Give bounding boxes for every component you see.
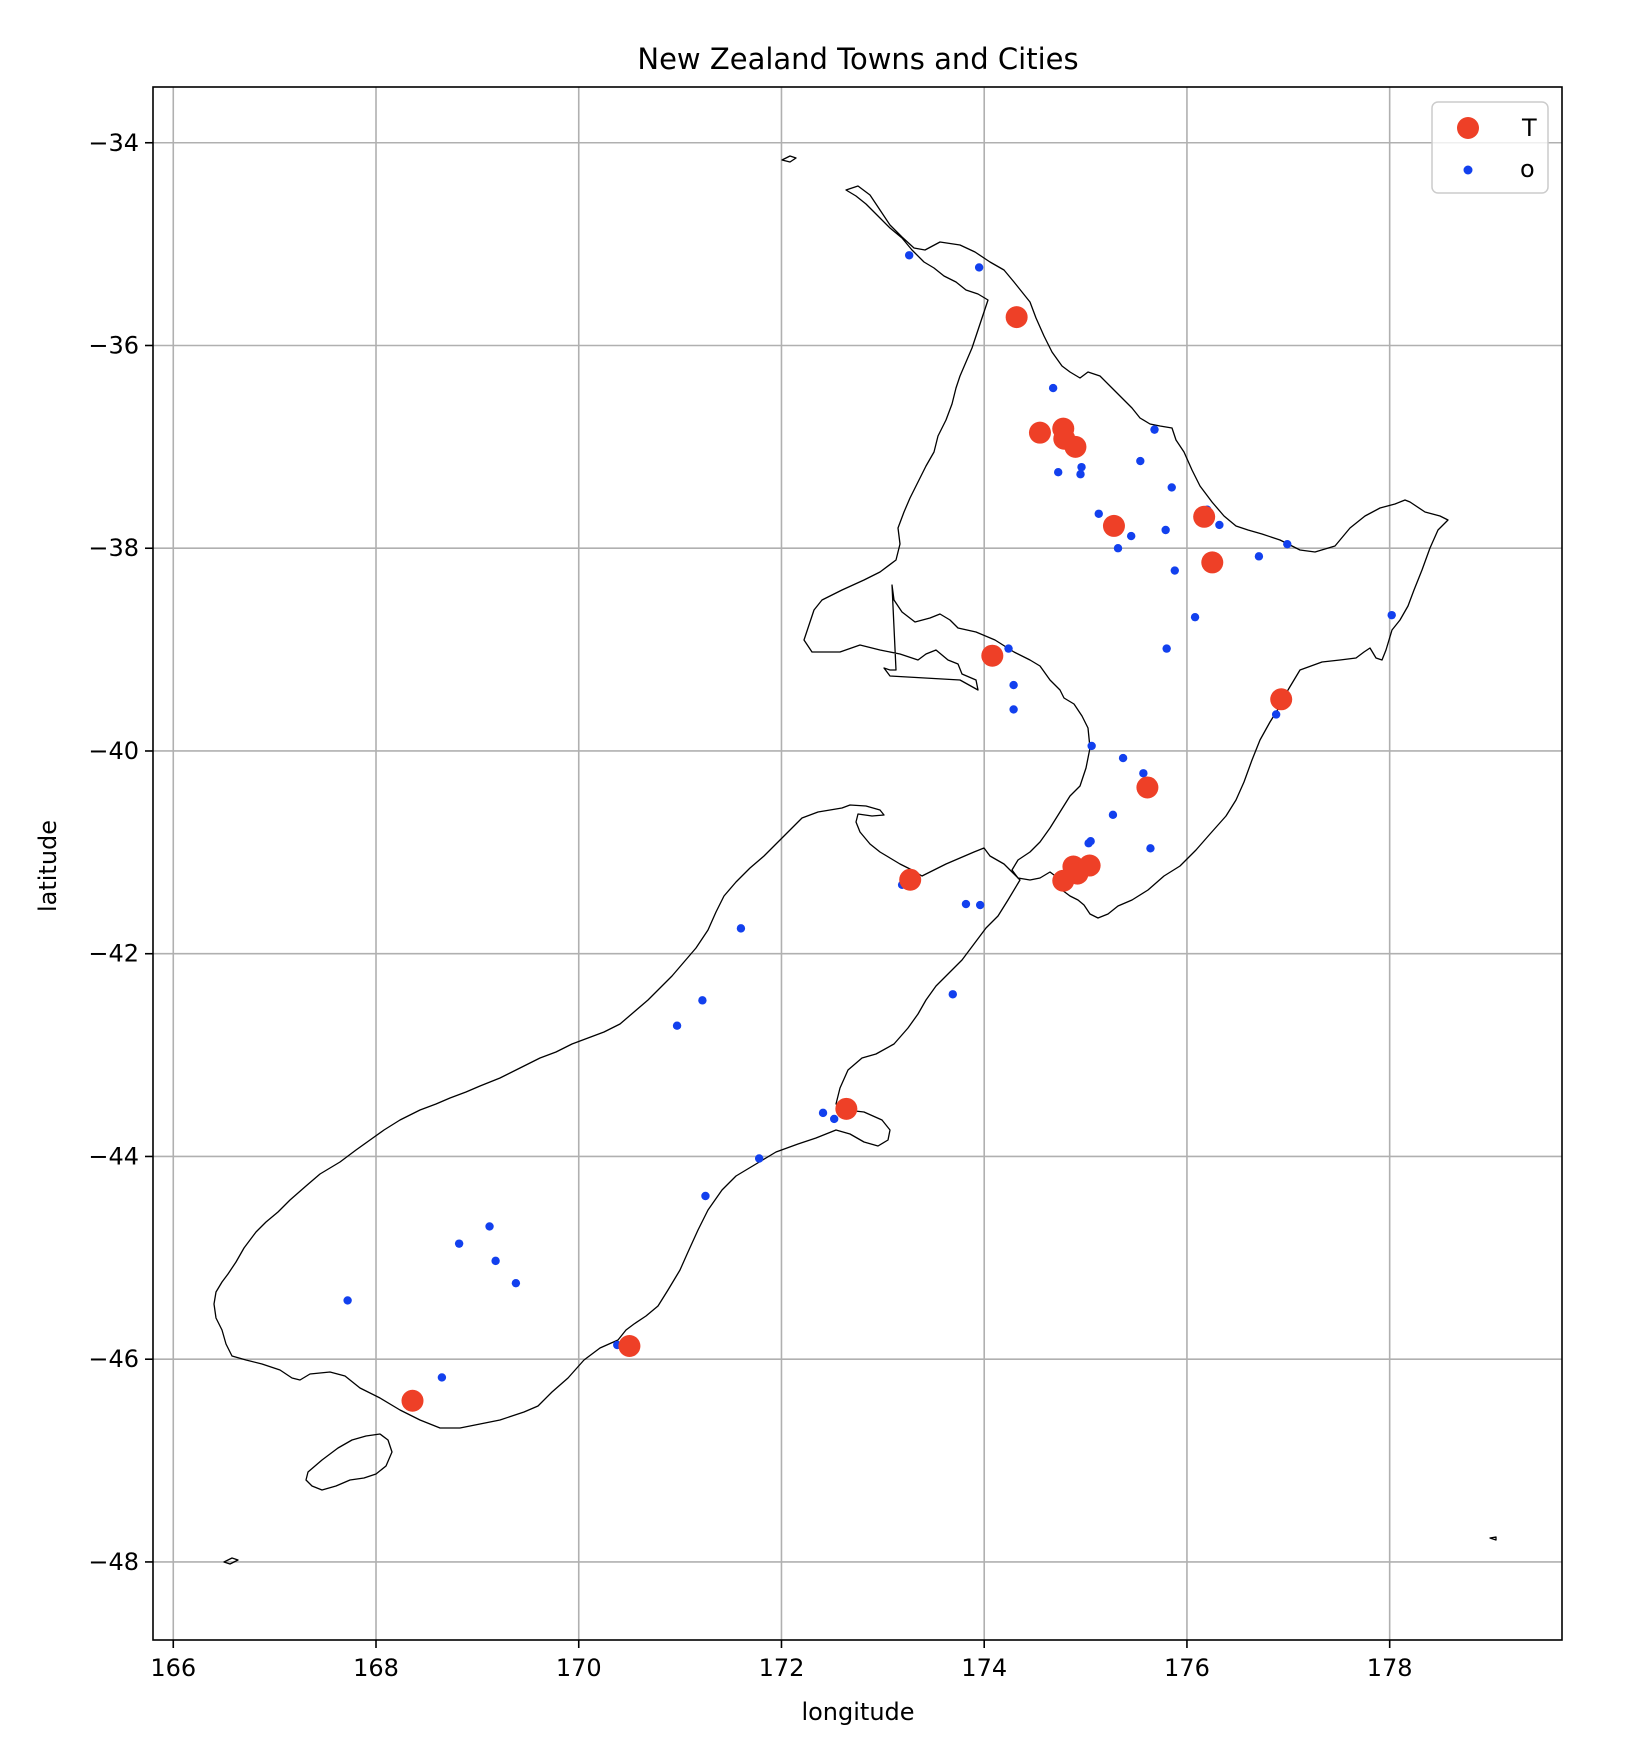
point-o: [1076, 470, 1085, 479]
legend-marker-o: [1463, 165, 1473, 175]
point-o: [1118, 753, 1128, 763]
point-o: [1048, 383, 1058, 393]
x-tick-label: 178: [1367, 1654, 1413, 1682]
point-o: [511, 1278, 521, 1288]
y-tick-label: −46: [88, 1345, 139, 1373]
y-tick-label: −34: [88, 129, 139, 157]
y-axis-ticks: −34 −36 −38 −40 −42 −44 −46 −48: [88, 129, 153, 1576]
plot-area: [152, 86, 1563, 1641]
point-o: [1190, 612, 1200, 622]
plot-frame: [152, 86, 1563, 1641]
grid: [153, 87, 1562, 1640]
point-o: [818, 1108, 828, 1118]
antipodes-islands: [1489, 1536, 1497, 1541]
point-o: [1086, 836, 1095, 846]
point-T: [835, 1097, 858, 1120]
legend-label-T: T: [1521, 114, 1537, 142]
point-T: [899, 868, 922, 891]
legend: T o: [1431, 101, 1549, 194]
point-o: [698, 996, 707, 1005]
point-o: [454, 1239, 464, 1248]
point-T: [401, 1389, 424, 1412]
point-o: [1108, 810, 1118, 820]
x-axis-ticks: 166 168 170 172 174 176 178: [150, 1640, 1413, 1682]
x-axis-title: longitude: [801, 1698, 914, 1726]
point-T: [1052, 869, 1075, 892]
point-o: [701, 1191, 710, 1201]
y-axis-title: latitude: [34, 820, 62, 912]
point-o: [1139, 769, 1148, 778]
series-T-points: [401, 306, 1293, 1412]
y-tick-label: −38: [88, 534, 139, 562]
legend-marker-T: [1457, 117, 1479, 139]
y-tick-label: −36: [88, 331, 139, 359]
y-tick-label: −44: [88, 1142, 139, 1170]
point-o: [1387, 610, 1396, 620]
point-o: [1113, 544, 1123, 553]
point-o: [1146, 844, 1155, 853]
point-o: [1283, 539, 1292, 549]
point-o: [1094, 509, 1103, 518]
point-o: [1215, 520, 1224, 530]
point-o: [1162, 644, 1171, 653]
y-tick-label: −40: [88, 737, 139, 765]
point-o: [343, 1296, 352, 1305]
south-island-outline: [213, 804, 1021, 1429]
point-o: [1170, 566, 1179, 575]
point-o: [975, 900, 985, 910]
point-T: [1201, 551, 1224, 574]
point-o: [1271, 710, 1281, 719]
point-T: [618, 1335, 641, 1358]
point-o: [974, 263, 984, 272]
x-tick-label: 174: [961, 1654, 1007, 1682]
y-tick-label: −48: [88, 1548, 139, 1576]
point-o: [672, 1021, 682, 1030]
point-o: [1077, 462, 1086, 472]
point-o: [1254, 552, 1264, 561]
point-T: [1136, 776, 1159, 799]
point-o: [1009, 680, 1018, 690]
point-o: [1136, 456, 1145, 466]
y-tick-label: −42: [88, 940, 139, 968]
point-o: [437, 1373, 447, 1382]
auckland-islands: [223, 1557, 239, 1565]
x-tick-label: 166: [150, 1654, 196, 1682]
point-T: [1270, 688, 1293, 711]
point-o: [961, 899, 971, 909]
point-o: [948, 990, 957, 999]
point-o: [1004, 644, 1013, 653]
x-tick-label: 176: [1164, 1654, 1210, 1682]
x-tick-label: 168: [353, 1654, 399, 1682]
point-o: [736, 924, 746, 933]
point-T: [1102, 514, 1125, 537]
point-o: [1126, 531, 1136, 541]
chart-title: New Zealand Towns and Cities: [637, 42, 1078, 76]
point-o: [485, 1222, 494, 1231]
point-o: [491, 1256, 500, 1266]
stewart-island-outline: [305, 1433, 393, 1491]
three-kings-islands: [781, 155, 797, 163]
x-tick-label: 170: [556, 1654, 602, 1682]
point-o: [904, 251, 914, 260]
point-o: [1009, 705, 1018, 714]
point-T: [1078, 854, 1101, 877]
x-tick-label: 172: [759, 1654, 805, 1682]
point-o: [1054, 468, 1063, 477]
point-T: [1064, 435, 1087, 458]
point-T: [1193, 505, 1216, 528]
point-T: [1028, 421, 1051, 444]
point-o: [829, 1114, 839, 1124]
point-o: [1167, 483, 1176, 492]
legend-label-o: o: [1520, 155, 1535, 183]
point-T: [981, 644, 1004, 667]
point-o: [1087, 741, 1096, 751]
point-o: [1161, 525, 1170, 535]
point-o: [754, 1154, 764, 1163]
point-o: [1150, 425, 1159, 434]
point-T: [1005, 306, 1028, 329]
